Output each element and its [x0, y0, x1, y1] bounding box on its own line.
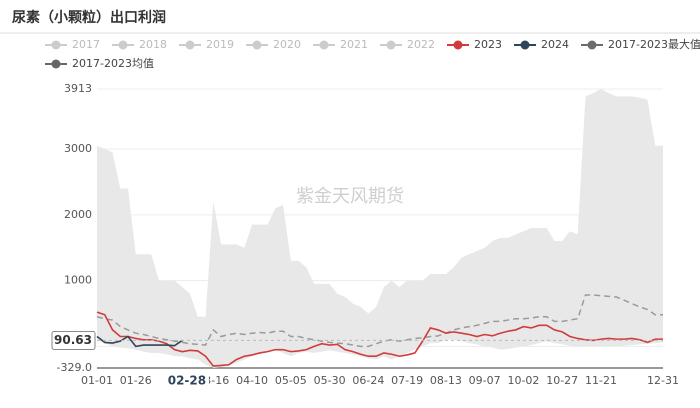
x-tick-label: 07-19: [391, 374, 423, 387]
legend-label: 2017-2023最大值: [608, 37, 700, 51]
legend-marker: [319, 40, 329, 50]
legend-marker: [386, 40, 396, 50]
legend-item[interactable]: 2017-2023最大值: [581, 37, 700, 51]
legend-label: 2017-2023均值: [72, 57, 154, 70]
y-tick-label: 1000: [64, 274, 92, 287]
legend-marker: [587, 40, 597, 50]
legend-marker: [252, 40, 262, 50]
legend-item[interactable]: 2018: [112, 38, 167, 51]
legend-marker: [520, 40, 530, 50]
legend-label: 2024: [541, 38, 569, 51]
legend-label: 2021: [340, 38, 368, 51]
crosshair-y-box: [51, 331, 96, 350]
x-tick-label: 01-01: [81, 374, 113, 387]
legend-label: 2020: [273, 38, 301, 51]
legend-item[interactable]: 2024: [514, 38, 569, 51]
legend-label: 2018: [139, 38, 167, 51]
watermark: 紫金天风期货: [296, 186, 404, 207]
crosshair-x-label: 02-28: [168, 374, 206, 388]
y-tick-label: 2000: [64, 208, 92, 221]
legend-item[interactable]: 2017: [45, 38, 100, 51]
legend-item[interactable]: 2017-2023均值: [45, 57, 154, 70]
x-tick-label: 10-27: [546, 374, 578, 387]
x-tick-label: 09-07: [469, 374, 501, 387]
legend-marker: [185, 40, 195, 50]
legend-item[interactable]: 2022: [380, 38, 435, 51]
legend-label: 2022: [407, 38, 435, 51]
x-tick-label: 05-05: [275, 374, 307, 387]
legend-marker: [118, 40, 128, 50]
y-tick-label: -329.0: [57, 361, 92, 374]
x-tick-label: 10-02: [507, 374, 539, 387]
x-tick-label: 12-31: [647, 374, 679, 387]
series-line: [96, 335, 183, 348]
x-tick-label: 06-24: [352, 374, 384, 387]
y-tick-label: 3000: [64, 142, 92, 155]
x-tick-label: 11-21: [585, 374, 617, 387]
legend-label: 2023: [474, 38, 502, 51]
crosshair-y-label: 90.63: [54, 333, 92, 347]
x-tick-label: 08-13: [430, 374, 462, 387]
max-min-band: [97, 89, 663, 368]
x-tick-label: 05-30: [314, 374, 346, 387]
crosshair-x-box: [164, 372, 209, 390]
series-line: [96, 311, 663, 367]
y-tick-label: 3913: [64, 82, 92, 95]
legend-item[interactable]: 2019: [179, 38, 234, 51]
x-tick-label: 04-10: [236, 374, 268, 387]
legend-label: 2019: [206, 38, 234, 51]
chart-title: 尿素（小颗粒）出口利润: [12, 9, 166, 26]
legend-item[interactable]: 2023: [447, 38, 502, 51]
legend-marker: [51, 59, 61, 69]
legend-item[interactable]: 2020: [246, 38, 301, 51]
series-line: [96, 294, 663, 348]
legend-marker: [51, 40, 61, 50]
x-tick-label: 01-26: [120, 374, 152, 387]
legend-label: 2017: [72, 38, 100, 51]
legend-item[interactable]: 2021: [313, 38, 368, 51]
legend-marker: [453, 40, 463, 50]
